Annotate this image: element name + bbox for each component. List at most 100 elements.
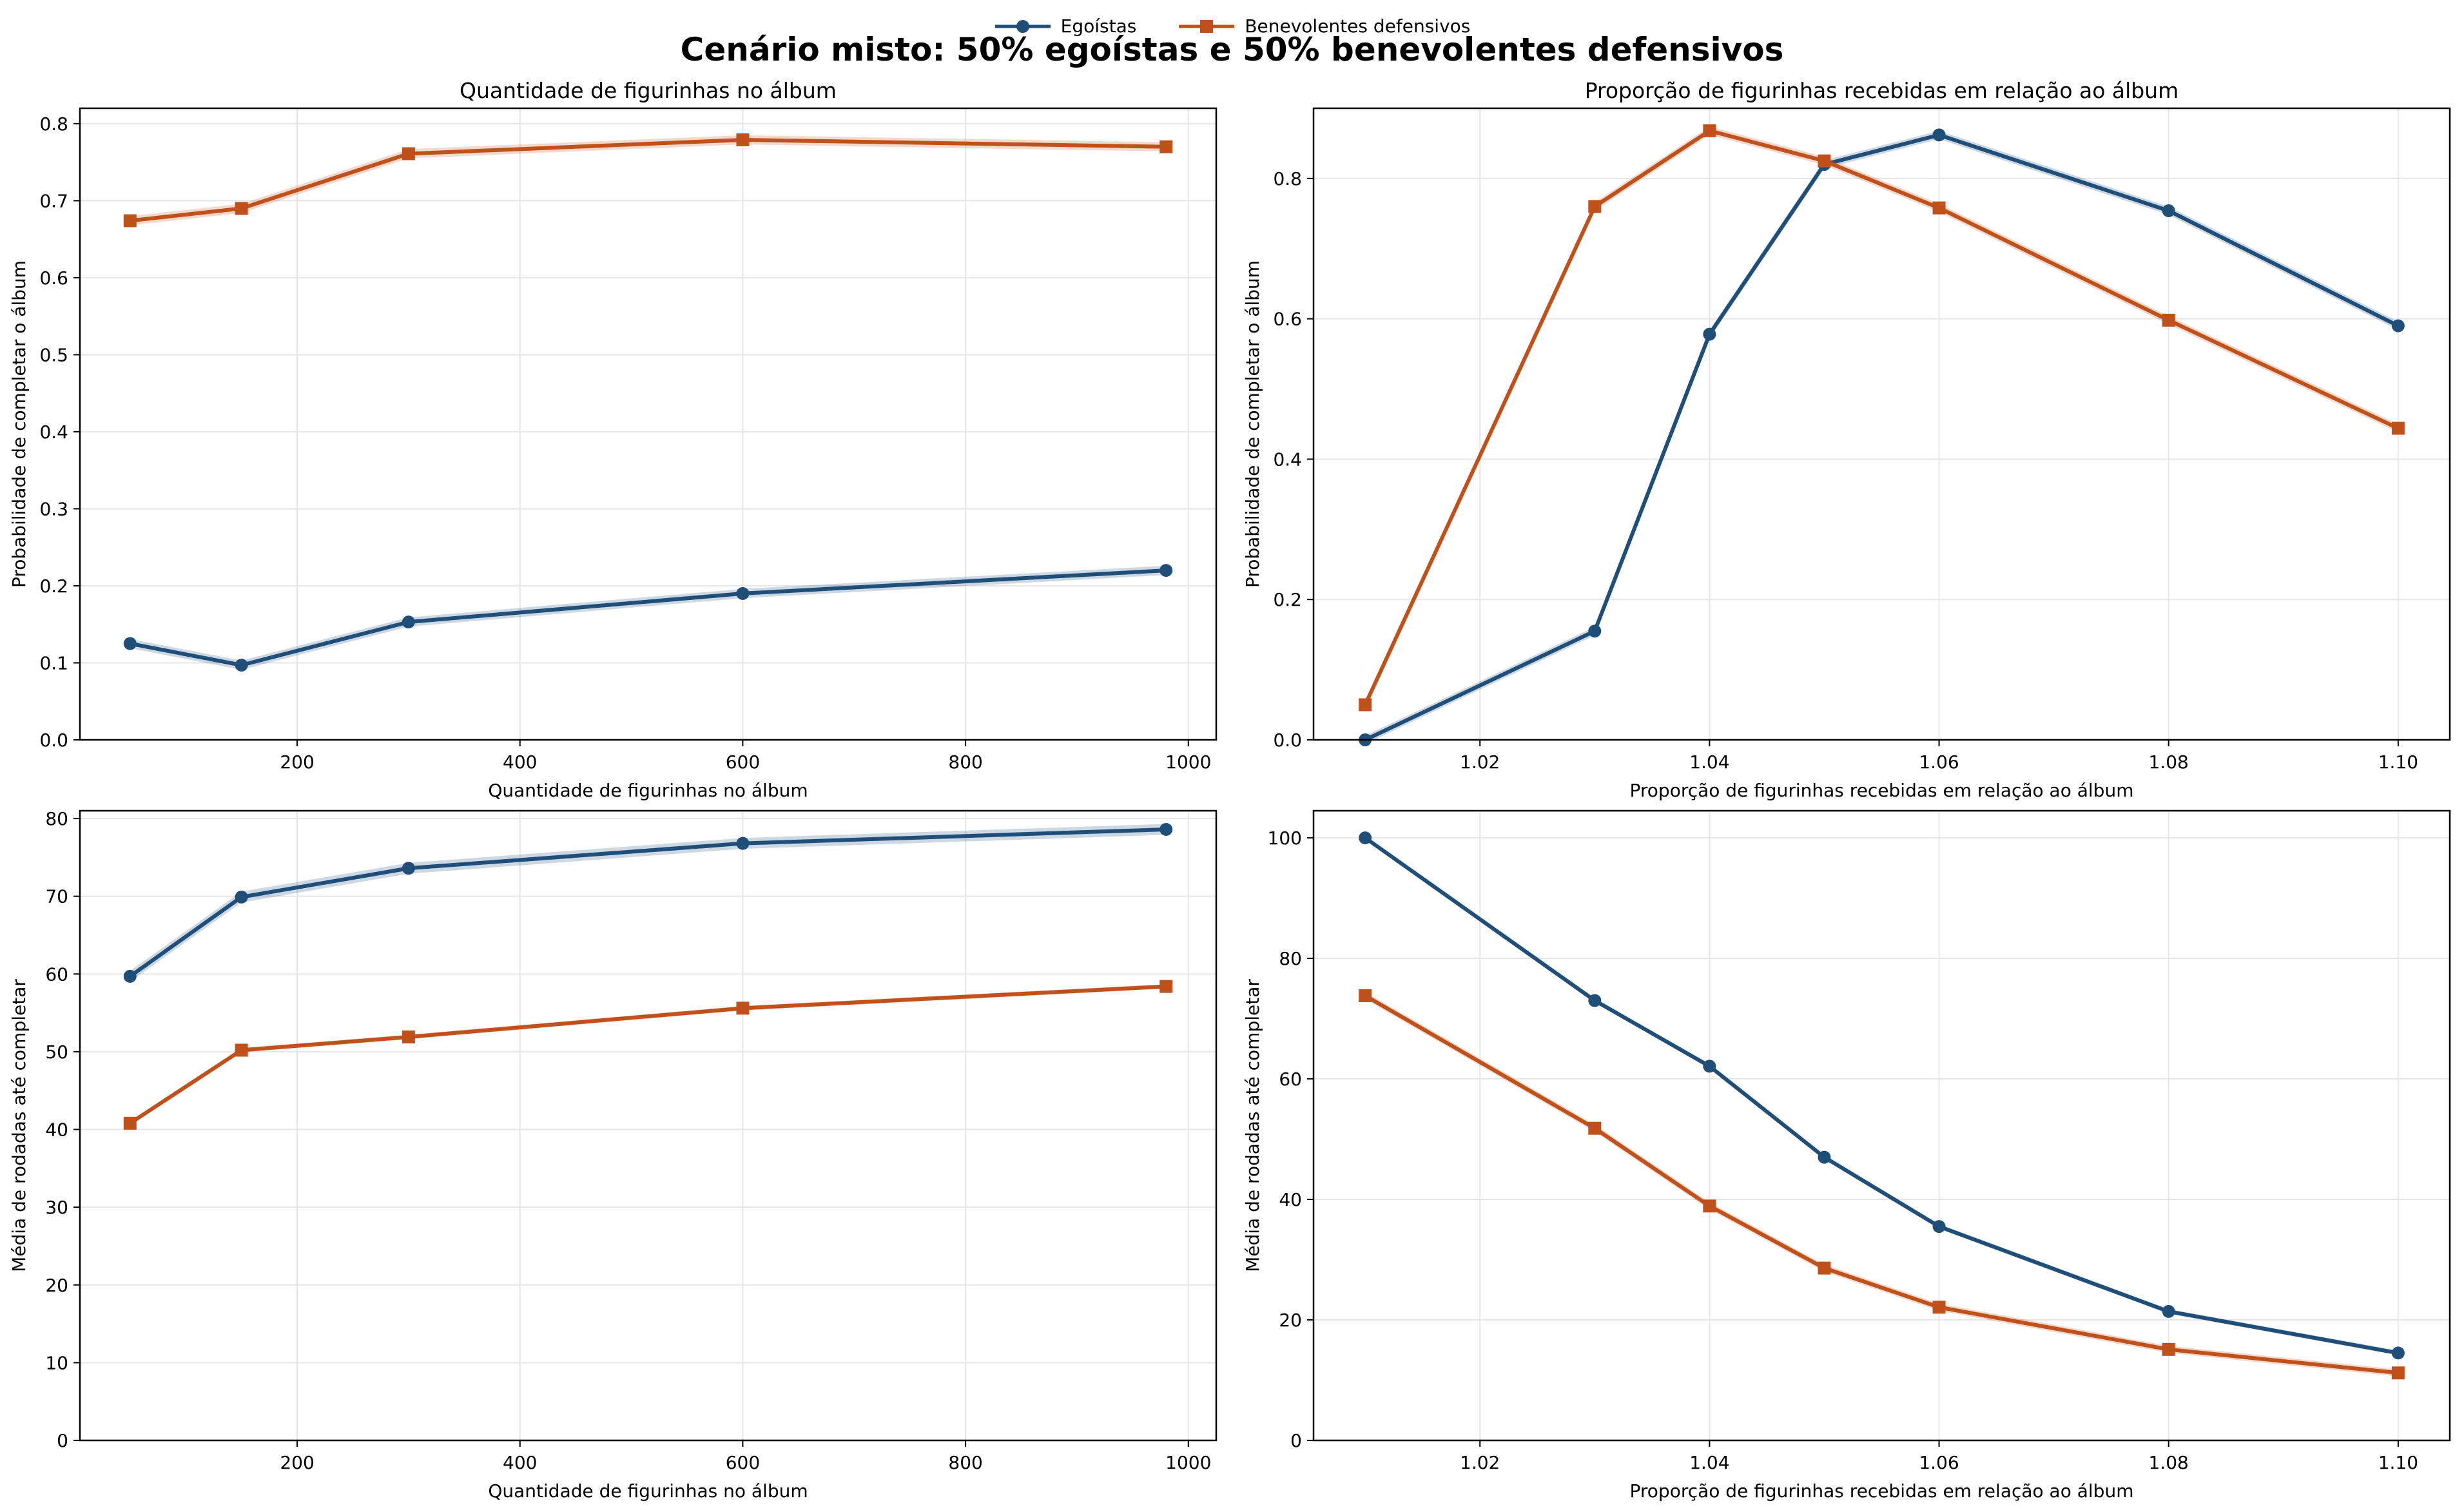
- y-axis-label: Média de rodadas até completar: [1242, 979, 1263, 1272]
- data-point: [1818, 1150, 1831, 1164]
- subplot-title: Proporção de figurinhas recebidas em rel…: [1585, 78, 2179, 103]
- data-point: [402, 862, 415, 875]
- y-tick-label: 0.8: [1273, 168, 1302, 189]
- y-tick-label: 80: [45, 808, 68, 829]
- axes-frame: [1312, 809, 2451, 1442]
- x-axis-label: Proporção de figurinhas recebidas em rel…: [1630, 780, 2134, 801]
- confidence-band-series-1: [1365, 130, 2398, 744]
- data-point: [235, 1043, 248, 1057]
- y-tick-label: 0.6: [1273, 309, 1302, 330]
- confidence-band-series-2: [130, 135, 1167, 226]
- x-tick-label: 1000: [1165, 1452, 1211, 1473]
- y-tick-label: 0.7: [39, 190, 68, 211]
- y-axis-label: Probabilidade de completar o álbum: [8, 260, 30, 588]
- y-tick-label: 0: [1290, 1430, 1302, 1451]
- confidence-band-series-1: [1365, 835, 2398, 1356]
- x-axis-label: Proporção de figurinhas recebidas em rel…: [1630, 1480, 2134, 1502]
- data-point: [736, 1002, 750, 1015]
- x-tick-label: 200: [280, 1452, 314, 1473]
- series-line-2: [130, 138, 1167, 223]
- legend-item-benevolentes: Benevolentes defensivos: [1178, 15, 1470, 37]
- x-axis-label: Quantidade de figurinhas no álbum: [488, 1480, 808, 1502]
- data-point: [2162, 204, 2175, 217]
- data-point: [1159, 980, 1173, 993]
- data-point: [402, 615, 415, 629]
- data-point: [402, 1030, 415, 1043]
- data-point: [123, 637, 137, 650]
- axes-frame: [1312, 107, 2451, 741]
- data-point: [2162, 1342, 2175, 1356]
- x-tick-label: 600: [726, 751, 760, 773]
- data-point: [1159, 822, 1173, 836]
- y-tick-label: 30: [45, 1197, 68, 1218]
- x-tick-label: 1000: [1165, 751, 1211, 773]
- data-point: [402, 147, 415, 160]
- series-line-1: [1364, 133, 2400, 742]
- data-point: [2391, 1346, 2405, 1360]
- data-point: [1932, 128, 1946, 142]
- y-tick-label: 40: [45, 1119, 68, 1141]
- x-tick-label: 1.04: [1689, 1452, 1729, 1473]
- y-tick-label: 0.4: [1273, 449, 1302, 470]
- data-point: [736, 586, 750, 600]
- data-point: [1588, 624, 1602, 638]
- y-tick-label: 0.5: [39, 344, 68, 365]
- y-tick-label: 20: [45, 1275, 68, 1296]
- data-point: [123, 1116, 137, 1130]
- y-tick-label: 40: [1279, 1189, 1302, 1210]
- data-point: [2162, 313, 2175, 327]
- y-tick-label: 0: [57, 1430, 68, 1451]
- data-point: [123, 214, 137, 227]
- series-line-2: [1364, 994, 2399, 1375]
- data-point: [1159, 140, 1173, 153]
- figure-title: Cenário misto: 50% egoístas e 50% benevo…: [680, 31, 1784, 68]
- x-tick-label: 800: [948, 751, 982, 773]
- subplot-1: 200 400 600 800 1000 0.0 0.1 0.2 0.3 0.4 0.5 0.6 0.7…: [8, 78, 1217, 801]
- subplot-title: Quantidade de figurinhas no álbum: [460, 78, 837, 103]
- y-tick-label: 60: [45, 963, 68, 985]
- x-tick-label: 1.08: [2149, 751, 2189, 773]
- x-tick-label: 1.08: [2149, 1452, 2189, 1473]
- data-point: [235, 890, 248, 904]
- subplot-3: 200 400 600 800 1000 0 10 20 30 40 50 60 70 80 Quantid…: [8, 808, 1217, 1502]
- y-tick-label: 70: [45, 886, 68, 907]
- y-tick-label: 0.0: [39, 730, 68, 751]
- legend-item-egoistas: Egoístas: [994, 15, 1136, 37]
- y-tick-label: 0.6: [39, 267, 68, 289]
- legend: Egoístas Benevolentes defensivos: [0, 15, 2464, 37]
- subplot-2: 1.02 1.04 1.06 1.08 1.10 0.0 0.2 0.4 0.6 0.8 Propo…: [1242, 78, 2451, 801]
- data-point: [1818, 1261, 1831, 1275]
- data-point: [1932, 1220, 1946, 1234]
- confidence-band-series-1: [130, 824, 1167, 982]
- x-tick-label: 400: [503, 1452, 537, 1473]
- x-tick-label: 1.06: [1919, 1452, 1959, 1473]
- legend-swatch-egoistas: [994, 19, 1051, 33]
- data-point: [1932, 201, 1946, 215]
- confidence-band-series-2: [130, 983, 1167, 1126]
- y-tick-label: 20: [1279, 1310, 1302, 1331]
- y-tick-label: 0.0: [1273, 730, 1302, 751]
- y-axis-label: Média de rodadas até completar: [8, 979, 30, 1272]
- series-line-2: [1363, 128, 2400, 706]
- y-tick-label: 60: [1279, 1069, 1302, 1090]
- data-point: [1703, 327, 1716, 341]
- y-axis-label: Probabilidade de completar o álbum: [1242, 260, 1263, 588]
- x-tick-label: 600: [726, 1452, 760, 1473]
- data-point: [1588, 994, 1602, 1007]
- data-point: [1703, 124, 1716, 137]
- x-tick-label: 1.02: [1460, 1452, 1500, 1473]
- y-tick-label: 100: [1268, 828, 1302, 849]
- series-line-1: [1364, 836, 2399, 1355]
- x-tick-label: 1.02: [1460, 751, 1500, 773]
- data-point: [1359, 698, 1372, 711]
- axes-frame: [79, 107, 1217, 741]
- data-point: [1159, 564, 1173, 577]
- data-point: [1703, 1199, 1716, 1213]
- data-point: [2162, 1304, 2175, 1318]
- y-tick-label: 0.8: [39, 113, 68, 135]
- data-point: [1588, 1121, 1602, 1135]
- legend-label-benevolentes: Benevolentes defensivos: [1245, 15, 1471, 37]
- data-point: [235, 659, 248, 672]
